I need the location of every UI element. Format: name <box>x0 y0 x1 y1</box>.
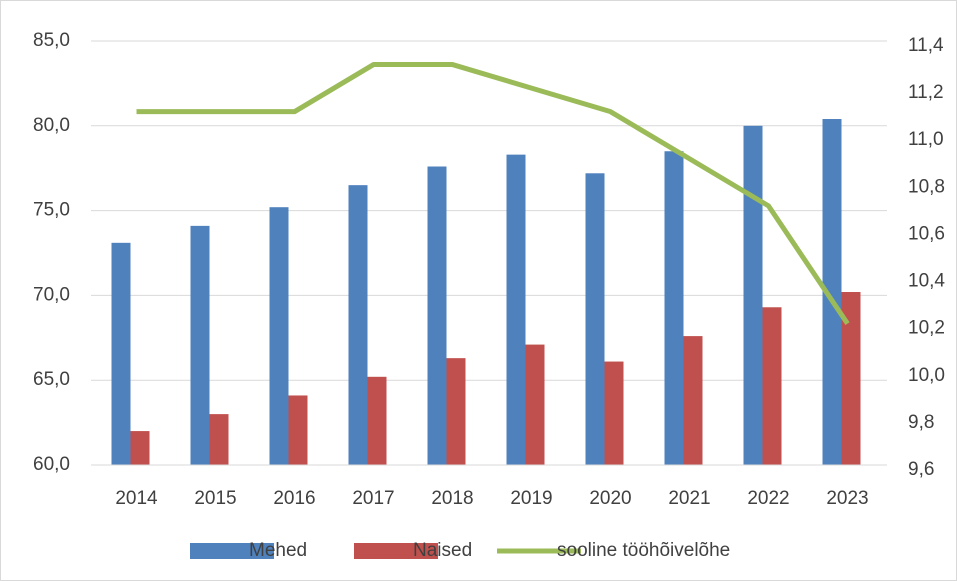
y-tick-label: 80,0 <box>33 115 70 136</box>
bar <box>506 154 526 465</box>
bar <box>822 119 842 466</box>
y2-tick-label: 10,2 <box>908 318 945 339</box>
y2-tick-label: 10,0 <box>908 365 945 386</box>
x-tick-label: 2018 <box>431 488 473 509</box>
bar <box>585 173 605 465</box>
bar <box>130 431 150 465</box>
legend-label: sooline tööhõivelõhe <box>557 540 730 561</box>
x-tick-label: 2015 <box>194 488 236 509</box>
bar <box>427 166 447 465</box>
bar <box>525 344 545 465</box>
legend-swatch <box>190 543 274 559</box>
y2-tick-label: 10,4 <box>908 271 945 292</box>
bar <box>683 336 703 465</box>
bar <box>190 225 210 465</box>
y-tick-label: 65,0 <box>33 369 70 390</box>
y-tick-label: 70,0 <box>33 284 70 305</box>
bar <box>446 358 466 465</box>
bar <box>604 361 624 465</box>
line-series <box>136 62 850 326</box>
legend-swatch <box>354 543 438 559</box>
x-tick-label: 2022 <box>747 488 789 509</box>
bar <box>111 242 131 465</box>
y2-tick-label: 9,6 <box>908 459 934 480</box>
y-tick-label: 75,0 <box>33 200 70 221</box>
legend-label: Mehed <box>249 540 307 561</box>
bar <box>367 376 387 465</box>
bar <box>841 292 861 465</box>
x-tick-label: 2016 <box>273 488 315 509</box>
y2-tick-label: 9,8 <box>908 412 934 433</box>
x-tick-label: 2023 <box>826 488 868 509</box>
bar <box>288 395 308 465</box>
x-tick-label: 2019 <box>510 488 552 509</box>
y-tick-label: 85,0 <box>33 30 70 51</box>
y-tick-label: 60,0 <box>33 454 70 475</box>
bar <box>743 125 763 466</box>
y2-tick-label: 11,4 <box>908 35 944 56</box>
bar <box>348 185 368 465</box>
bar <box>269 207 289 465</box>
y2-tick-label: 11,0 <box>908 129 944 150</box>
y2-tick-label: 11,2 <box>908 82 944 103</box>
legend-label: Naised <box>413 540 472 561</box>
x-tick-label: 2021 <box>668 488 710 509</box>
x-tick-label: 2014 <box>115 488 158 509</box>
bar <box>664 151 684 466</box>
x-tick-label: 2017 <box>352 488 394 509</box>
bar <box>209 414 229 465</box>
y2-tick-label: 10,8 <box>908 176 945 197</box>
y2-tick-label: 10,6 <box>908 223 945 244</box>
x-tick-label: 2020 <box>589 488 631 509</box>
bar <box>762 307 782 465</box>
